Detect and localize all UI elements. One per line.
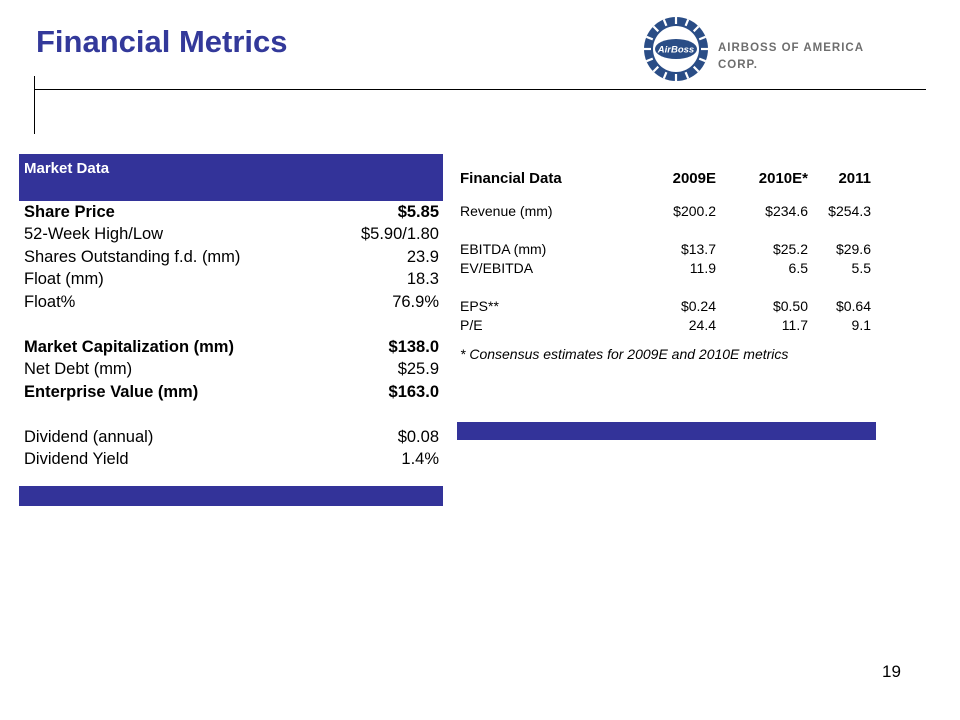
financial-row: Revenue (mm) $200.2 $234.6 $254.3: [457, 201, 876, 220]
market-label: Dividend Yield: [24, 450, 129, 469]
market-value: $5.85: [397, 202, 439, 221]
market-row: Share Price $5.85: [19, 201, 443, 224]
market-value: $163.0: [388, 382, 439, 401]
financial-value: $13.7: [680, 240, 716, 257]
divider-vertical: [34, 76, 35, 134]
page-title: Financial Metrics: [36, 24, 288, 59]
market-value: 1.4%: [401, 450, 439, 469]
financial-label: Revenue (mm): [460, 202, 553, 219]
financial-value: $254.3: [828, 202, 871, 219]
financial-row: EV/EBITDA 11.9 6.5 5.5: [457, 258, 876, 277]
market-data-footer-bar: [19, 486, 443, 506]
financial-value: $29.6: [835, 240, 871, 257]
market-label: 52-Week High/Low: [24, 225, 164, 244]
financial-value: $0.50: [772, 297, 808, 314]
financial-header-label: Financial Data: [460, 170, 562, 187]
market-label: Float%: [24, 292, 76, 311]
market-data-panel: Market Data Share Price $5.85 52-Week Hi…: [19, 154, 443, 506]
market-row: Shares Outstanding f.d. (mm) 23.9: [19, 246, 443, 269]
market-label: Float (mm): [24, 270, 104, 289]
market-row: Float% 76.9%: [19, 291, 443, 314]
market-value: $25.9: [397, 360, 439, 379]
market-label: Net Debt (mm): [24, 360, 133, 379]
market-value: 18.3: [406, 270, 439, 289]
market-row: Market Capitalization (mm) $138.0: [19, 336, 443, 359]
page-number: 19: [882, 662, 901, 681]
financial-value: $0.24: [680, 297, 716, 314]
market-row: Net Debt (mm) $25.9: [19, 359, 443, 382]
financial-data-panel: Financial Data 2009E 2010E* 2011 Revenue…: [457, 156, 876, 440]
financial-data-header: Financial Data 2009E 2010E* 2011: [457, 156, 876, 201]
market-data-header: Market Data: [19, 154, 443, 201]
market-data-title: Market Data: [24, 160, 110, 177]
market-row: 52-Week High/Low $5.90/1.80: [19, 224, 443, 247]
financial-value: $234.6: [765, 202, 808, 219]
financial-value: 11.9: [689, 259, 716, 276]
company-name: AIRBOSS OF AMERICA CORP.: [718, 42, 864, 71]
market-value: $5.90/1.80: [361, 225, 439, 244]
market-label: Enterprise Value (mm): [24, 382, 199, 401]
financial-value: $200.2: [673, 202, 716, 219]
financial-row: EBITDA (mm) $13.7 $25.2 $29.6: [457, 239, 876, 258]
financial-value: $0.64: [835, 297, 871, 314]
financial-header-2010e: 2010E*: [758, 170, 808, 187]
financial-row: P/E 24.4 11.7 9.1: [457, 315, 876, 334]
financial-header-2009e: 2009E: [672, 170, 716, 187]
market-value: $138.0: [388, 337, 439, 356]
market-row: Enterprise Value (mm) $163.0: [19, 381, 443, 404]
financial-label: EV/EBITDA: [460, 259, 534, 276]
financial-label: EBITDA (mm): [460, 240, 547, 257]
financial-value: 11.7: [781, 316, 808, 333]
financial-label: EPS**: [460, 297, 499, 314]
market-value: 23.9: [406, 247, 439, 266]
market-label: Dividend (annual): [24, 427, 154, 446]
financial-row: EPS** $0.24 $0.50 $0.64: [457, 296, 876, 315]
airboss-logo: AirBoss: [644, 17, 708, 81]
market-row: Float (mm) 18.3: [19, 269, 443, 292]
logo-text: AirBoss: [657, 45, 694, 56]
consensus-note: * Consensus estimates for 2009E and 2010…: [460, 346, 789, 362]
financial-value: 24.4: [688, 316, 716, 333]
financial-value: 9.1: [851, 316, 871, 333]
divider-horizontal: [34, 89, 926, 90]
financial-value: 5.5: [851, 259, 871, 276]
market-label: Share Price: [24, 202, 115, 221]
financial-data-footer-bar: [457, 422, 876, 440]
market-row: Dividend (annual) $0.08: [19, 426, 443, 449]
market-label: Market Capitalization (mm): [24, 337, 234, 356]
financial-label: P/E: [460, 316, 483, 333]
financial-value: 6.5: [788, 259, 808, 276]
financial-value: $25.2: [772, 240, 808, 257]
market-value: 76.9%: [392, 292, 439, 311]
market-row: Dividend Yield 1.4%: [19, 449, 443, 472]
market-label: Shares Outstanding f.d. (mm): [24, 247, 241, 266]
market-value: $0.08: [397, 427, 439, 446]
financial-header-2011: 2011: [838, 170, 871, 187]
